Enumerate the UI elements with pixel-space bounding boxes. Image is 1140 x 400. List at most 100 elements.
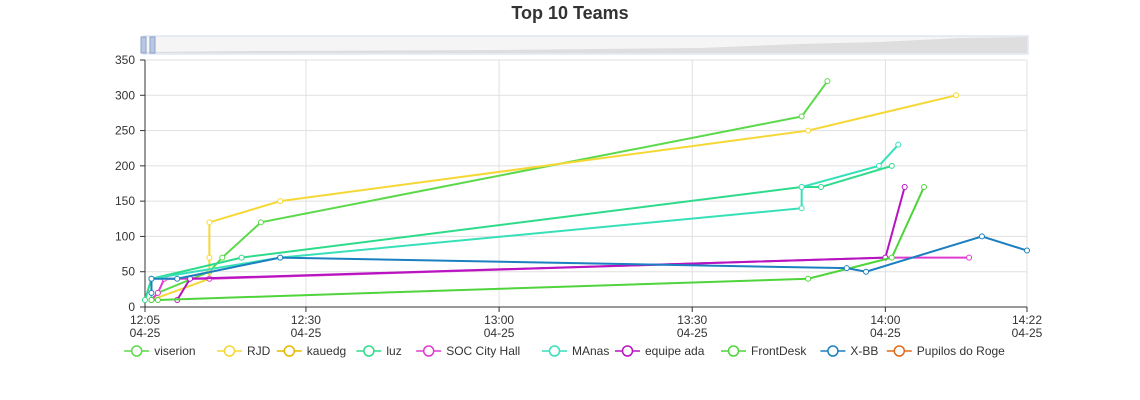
grid-lines (144, 59, 1028, 307)
data-zoom-slider[interactable] (140, 35, 1029, 55)
data-point[interactable] (148, 275, 155, 282)
x-tick-label-time: 14:00 (870, 313, 900, 327)
data-point[interactable] (901, 184, 908, 191)
data-point[interactable] (238, 254, 245, 261)
data-point[interactable] (798, 205, 805, 212)
legend-item[interactable]: MAnas (542, 344, 609, 358)
legend-circle-icon (893, 345, 906, 357)
series-line[interactable] (150, 80, 829, 301)
data-point[interactable] (206, 254, 213, 261)
series-line[interactable] (150, 235, 1028, 293)
legend-circle-icon (283, 345, 296, 357)
series-line[interactable] (150, 256, 970, 301)
legend: viserion RJD kauedg luz SOC City Hall MAnas eq… (124, 344, 1005, 358)
legend-label: kauedg (307, 344, 346, 358)
legend-circle-icon (363, 345, 375, 357)
data-point[interactable] (154, 289, 161, 296)
legend-label: viserion (154, 344, 195, 358)
data-point[interactable] (206, 219, 213, 226)
data-point[interactable] (219, 254, 226, 261)
data-point[interactable] (888, 162, 895, 169)
x-tick-label-date: 04-25 (677, 326, 708, 340)
legend-item[interactable]: kauedg (276, 344, 346, 358)
series-line[interactable] (151, 94, 957, 301)
data-point[interactable] (863, 268, 870, 275)
series-luz[interactable] (142, 162, 895, 303)
legend-circle-icon (621, 345, 634, 357)
x-tick-label-time: 13:30 (677, 313, 707, 327)
legend-label: luz (386, 344, 401, 358)
legend-label: X-BB (850, 344, 878, 358)
data-point[interactable] (277, 254, 284, 261)
legend-circle-icon (130, 345, 143, 357)
x-tick-label-date: 04-25 (291, 326, 322, 340)
x-tick-label-date: 04-25 (484, 326, 515, 340)
x-tick-label-date: 04-25 (870, 326, 901, 340)
series-frontdesk[interactable] (148, 184, 927, 303)
y-tick-label: 250 (115, 124, 135, 138)
series-equipe-ada[interactable] (174, 184, 908, 303)
slider-left-handle[interactable] (140, 36, 156, 54)
x-tick-label-time: 14:22 (1012, 313, 1042, 327)
legend-circle-icon (827, 345, 839, 357)
series-line[interactable] (176, 186, 906, 301)
legend-item[interactable]: Pupilos do Roge (886, 344, 1005, 358)
data-point[interactable] (824, 78, 831, 85)
legend-item[interactable]: X-BB (820, 344, 878, 358)
data-point[interactable] (277, 198, 284, 205)
y-tick-label: 0 (128, 300, 135, 314)
data-point[interactable] (843, 265, 850, 272)
x-tick-label-time: 12:30 (291, 313, 321, 327)
data-point[interactable] (142, 296, 148, 303)
series-layer (142, 78, 1030, 303)
axes: 05010015020025030035012:0504-2512:3004-2… (115, 53, 1043, 340)
data-point[interactable] (257, 219, 264, 226)
x-tick-label-time: 12:05 (130, 313, 160, 327)
data-point[interactable] (148, 289, 155, 296)
data-point[interactable] (1024, 247, 1030, 254)
x-tick-label-date: 04-25 (130, 326, 161, 340)
data-point[interactable] (798, 184, 805, 191)
series-x-bb[interactable] (148, 233, 1030, 296)
legend-circle-icon (422, 345, 435, 357)
data-point[interactable] (978, 233, 985, 240)
legend-circle-icon (223, 345, 236, 357)
data-point[interactable] (798, 113, 805, 120)
x-tick-label-date: 04-25 (1012, 326, 1043, 340)
slider-shadow (145, 37, 1027, 53)
data-point[interactable] (895, 141, 902, 148)
data-point[interactable] (805, 127, 812, 134)
y-tick-label: 150 (115, 194, 135, 208)
legend-item[interactable]: FrontDesk (721, 344, 807, 358)
legend-item[interactable]: luz (356, 344, 402, 358)
legend-label: equipe ada (645, 344, 705, 358)
legend-item[interactable]: viserion (124, 344, 196, 358)
y-tick-label: 100 (115, 229, 135, 243)
legend-label: Pupilos do Roge (917, 344, 1005, 358)
legend-label: RJD (247, 344, 271, 358)
legend-label: FrontDesk (751, 344, 807, 358)
data-point[interactable] (154, 296, 161, 303)
data-point[interactable] (920, 184, 927, 191)
legend-label: SOC City Hall (446, 344, 520, 358)
chart-title: Top 10 Teams (511, 3, 629, 23)
data-point[interactable] (174, 275, 181, 282)
legend-item[interactable]: equipe ada (615, 344, 705, 358)
legend-circle-icon (548, 345, 561, 357)
legend-item[interactable]: RJD (217, 344, 271, 358)
y-tick-label: 50 (122, 265, 136, 279)
y-tick-label: 200 (115, 159, 135, 173)
legend-label: MAnas (572, 344, 609, 358)
data-point[interactable] (953, 92, 960, 99)
data-point[interactable] (805, 275, 812, 282)
legend-circle-icon (727, 345, 740, 357)
data-point[interactable] (888, 254, 895, 261)
x-tick-label-time: 13:00 (484, 313, 514, 327)
data-point[interactable] (966, 254, 973, 261)
data-point[interactable] (875, 162, 882, 169)
y-tick-label: 300 (115, 88, 135, 102)
data-point[interactable] (817, 184, 824, 191)
legend-item[interactable]: SOC City Hall (416, 344, 520, 358)
series-line[interactable] (144, 164, 893, 301)
data-point[interactable] (148, 296, 155, 303)
